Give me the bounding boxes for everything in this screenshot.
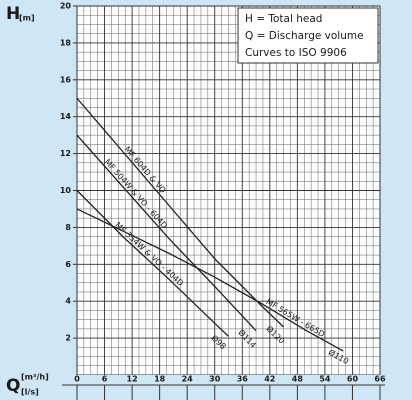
- x-tick-label: 60: [347, 375, 359, 384]
- x-tick-label: 54: [319, 375, 331, 384]
- legend-text: H = Total head: [245, 13, 322, 25]
- x-tick-label: 66: [374, 375, 386, 384]
- y-axis-label: H: [6, 4, 20, 24]
- x2-axis-unit: [l/s]: [21, 388, 39, 397]
- y-tick-label: 14: [60, 112, 72, 121]
- y-tick-label: 10: [60, 186, 72, 195]
- x-tick-label: 24: [182, 375, 194, 384]
- x-tick-label: 42: [264, 375, 275, 384]
- x-axis-unit: [m³/h]: [21, 373, 49, 382]
- legend-box: [237, 7, 379, 64]
- legend-text: Q = Discharge volume: [245, 30, 364, 42]
- curve: [76, 190, 229, 337]
- y-tick-label: 4: [65, 297, 71, 306]
- x-tick-label: 0: [74, 375, 80, 384]
- y-tick-label: 8: [65, 223, 71, 232]
- curve: [76, 208, 344, 352]
- x-tick-label: 6: [102, 375, 108, 384]
- legend-text: Curves to ISO 9906: [245, 47, 347, 59]
- x-tick-label: 18: [154, 375, 166, 384]
- x-tick-label: 12: [127, 375, 138, 384]
- y-tick-label: 6: [65, 260, 71, 269]
- y-tick-label: 18: [60, 38, 72, 47]
- y-tick-label: 16: [60, 75, 72, 84]
- y-axis-unit: [m]: [19, 14, 35, 23]
- x-axis-band: [0, 375, 412, 400]
- y-tick-label: 12: [60, 149, 71, 158]
- x-tick-label: 48: [292, 375, 304, 384]
- y-tick-label: 2: [65, 334, 71, 343]
- x-tick-label: 36: [237, 375, 249, 384]
- x-tick-label: 30: [209, 375, 221, 384]
- y-tick-label: 20: [60, 2, 72, 11]
- curve: [76, 134, 257, 332]
- x-axis-label: Q: [6, 376, 20, 396]
- curve: [76, 97, 285, 328]
